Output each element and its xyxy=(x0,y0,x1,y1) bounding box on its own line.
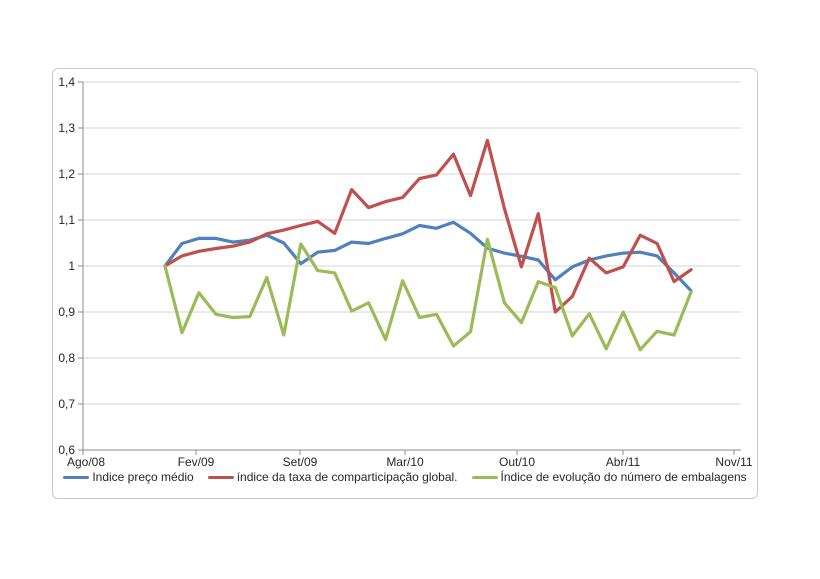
y-axis-label: 0,9 xyxy=(58,305,75,319)
x-axis-label: Out/10 xyxy=(499,455,535,469)
x-axis-label: Mar/10 xyxy=(386,455,424,469)
legend-item-numero-embalagens: Índice de evolução do número de embalage… xyxy=(471,470,747,484)
y-axis-label: 1,1 xyxy=(58,213,75,227)
x-axis-label: Set/09 xyxy=(283,455,318,469)
y-axis-label: 0,7 xyxy=(58,397,75,411)
y-axis-label: 1,4 xyxy=(58,75,75,89)
series-line xyxy=(163,220,693,293)
legend-line-marker xyxy=(207,475,234,479)
x-axis-label: Nov/11 xyxy=(715,455,752,469)
series-line xyxy=(163,138,693,314)
legend-item-label: Indice preço médio xyxy=(92,470,194,484)
legend-item-label: Índice de evolução do número de embalage… xyxy=(500,470,747,484)
legend-line-marker xyxy=(63,475,90,479)
chart-frame: 1,4 1,3 1,2 1,1 1 0,9 0,8 0,7 0,6 Ago/08 Fev/09 Set… xyxy=(52,68,758,499)
y-axis-label: 0,6 xyxy=(58,443,75,457)
x-axis-label: Fev/09 xyxy=(178,455,215,469)
legend-line-marker xyxy=(471,475,498,479)
legend-item-indice-preco-medio: Indice preço médio xyxy=(63,470,194,484)
legend-item-label: índice da taxa de comparticipação global… xyxy=(236,470,458,484)
y-axis-label: 0,8 xyxy=(58,351,75,365)
x-axis-label: Ago/08 xyxy=(67,455,105,469)
x-axis-label: Abr/11 xyxy=(606,455,641,469)
y-axis-label: 1,2 xyxy=(58,167,75,181)
y-axis-label: 1,3 xyxy=(58,121,75,135)
legend-item-taxa-comparticipacao: índice da taxa de comparticipação global… xyxy=(207,470,458,484)
series-line xyxy=(163,237,693,352)
chart-legend: Indice preço médio índice da taxa de com… xyxy=(53,470,757,484)
y-axis-label: 1 xyxy=(68,259,75,273)
